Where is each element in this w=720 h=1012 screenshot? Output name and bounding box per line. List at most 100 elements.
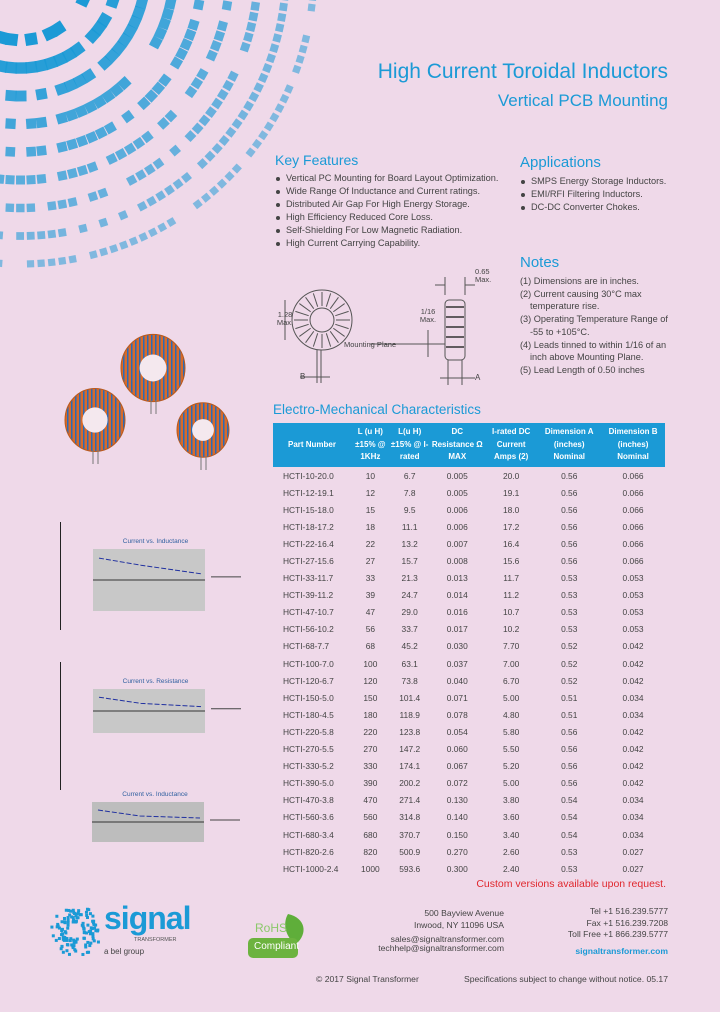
table-cell: HCTI-270-5.5 (273, 741, 351, 758)
table-row: HCTI-1000-2.4 1000 593.6 0.300 2.40 0.53 0.027 (273, 860, 665, 877)
table-cell: 220 (351, 723, 390, 740)
table-cell: 560 (351, 809, 390, 826)
inductor-photos (55, 320, 245, 470)
table-cell: 0.140 (430, 809, 485, 826)
table-cell: 0.005 (430, 467, 485, 484)
table-cell: HCTI-15-18.0 (273, 501, 351, 518)
tech-email[interactable]: techhelp@signaltransformer.com (378, 944, 504, 953)
table-cell: 1000 (351, 860, 390, 877)
table-cell: 0.56 (537, 758, 601, 775)
table-cell: 271.4 (390, 792, 430, 809)
table-cell: 0.053 (601, 621, 665, 638)
website-link[interactable]: signaltransformer.com (568, 946, 668, 958)
table-cell: 370.7 (390, 826, 430, 843)
table-cell: 7.70 (485, 638, 537, 655)
table-cell: 0.042 (601, 741, 665, 758)
table-cell: 0.040 (430, 672, 485, 689)
chart-plot (60, 798, 250, 868)
dim-a-label: A (475, 373, 480, 382)
table-cell: 0.007 (430, 535, 485, 552)
table-cell: 0.54 (537, 809, 601, 826)
column-header: DC Resistance Ω MAX (430, 423, 485, 467)
table-cell: 0.034 (601, 826, 665, 843)
table-row: HCTI-560-3.6 560 314.8 0.140 3.60 0.54 0.034 (273, 809, 665, 826)
table-cell: 0.53 (537, 604, 601, 621)
table-cell: 0.030 (430, 638, 485, 655)
table-cell: 15.7 (390, 552, 430, 569)
table-cell: 0.56 (537, 535, 601, 552)
table-cell: HCTI-470-3.8 (273, 792, 351, 809)
custom-versions-note: Custom versions available upon request. (476, 878, 666, 890)
column-header: L (u H) ±15% @ 1KHz (351, 423, 390, 467)
table-cell: 6.70 (485, 672, 537, 689)
table-cell: 39 (351, 587, 390, 604)
table-cell: 0.027 (601, 860, 665, 877)
table-cell: 0.042 (601, 672, 665, 689)
table-row: HCTI-47-10.7 47 29.0 0.016 10.7 0.53 0.053 (273, 604, 665, 621)
column-header: Dimension B (inches) Nominal (601, 423, 665, 467)
table-cell: 0.060 (430, 741, 485, 758)
table-cell: 22 (351, 535, 390, 552)
table-cell: 10.2 (485, 621, 537, 638)
list-item: High Efficiency Reduced Core Loss. (275, 211, 515, 224)
table-cell: 150 (351, 689, 390, 706)
table-cell: 0.042 (601, 723, 665, 740)
table-cell: 3.60 (485, 809, 537, 826)
table-cell: 200.2 (390, 775, 430, 792)
table-cell: HCTI-120-6.7 (273, 672, 351, 689)
table-cell: HCTI-12-19.1 (273, 484, 351, 501)
table-cell: 5.00 (485, 775, 537, 792)
table-cell: 0.034 (601, 809, 665, 826)
address-block: 500 Bayview Avenue Inwood, NY 11096 USA … (378, 908, 504, 953)
table-cell: 16.4 (485, 535, 537, 552)
table-cell: HCTI-56-10.2 (273, 621, 351, 638)
table-cell: 0.56 (537, 484, 601, 501)
table-cell: 47 (351, 604, 390, 621)
chart-title: Current vs. Inductance (61, 538, 250, 545)
table-cell: 10 (351, 467, 390, 484)
table-cell: 0.52 (537, 672, 601, 689)
table-cell: 56 (351, 621, 390, 638)
column-header: I-rated DC Current Amps (2) (485, 423, 537, 467)
table-cell: 0.066 (601, 518, 665, 535)
table-cell: 0.053 (601, 587, 665, 604)
table-cell: 120 (351, 672, 390, 689)
table-cell: 0.066 (601, 535, 665, 552)
table-cell: HCTI-680-3.4 (273, 826, 351, 843)
key-features-heading: Key Features (275, 152, 515, 168)
table-cell: HCTI-18-17.2 (273, 518, 351, 535)
table-cell: 0.53 (537, 860, 601, 877)
table-cell: 11.1 (390, 518, 430, 535)
table-cell: 0.53 (537, 843, 601, 860)
table-cell: HCTI-220-5.8 (273, 723, 351, 740)
chart-3: Current vs. Inductance (60, 775, 250, 860)
table-header-row: Part Number L (u H) ±15% @ 1KHz L(u H) ±15… (273, 423, 665, 467)
dim-width: 0.65 Max. (475, 268, 497, 284)
table-cell: 330 (351, 758, 390, 775)
table-cell: 33 (351, 570, 390, 587)
table-cell: 0.53 (537, 621, 601, 638)
key-features: Key Features Vertical PC Mounting for Bo… (275, 152, 515, 250)
table-row: HCTI-22-16.4 22 13.2 0.007 16.4 0.56 0.066 (273, 535, 665, 552)
table-row: HCTI-390-5.0 390 200.2 0.072 5.00 0.56 0.042 (273, 775, 665, 792)
list-item: SMPS Energy Storage Inductors. (520, 175, 700, 188)
table-cell: 0.042 (601, 775, 665, 792)
table-cell: HCTI-180-4.5 (273, 706, 351, 723)
table-cell: 13.2 (390, 535, 430, 552)
table-cell: 63.1 (390, 655, 430, 672)
table-cell: HCTI-33-11.7 (273, 570, 351, 587)
mounting-plane-label: Mounting Plane (344, 340, 396, 349)
table-cell: 0.042 (601, 758, 665, 775)
table-cell: 33.7 (390, 621, 430, 638)
note-item: (3) Operating Temperature Range of -55 t… (520, 313, 670, 338)
table-cell: 0.56 (537, 775, 601, 792)
table-cell: 73.8 (390, 672, 430, 689)
table-cell: 7.00 (485, 655, 537, 672)
table-cell: 0.053 (601, 570, 665, 587)
table-cell: 18.0 (485, 501, 537, 518)
table-row: HCTI-150-5.0 150 101.4 0.071 5.00 0.51 0.034 (273, 689, 665, 706)
table-row: HCTI-180-4.5 180 118.9 0.078 4.80 0.51 0.034 (273, 706, 665, 723)
table-row: HCTI-220-5.8 220 123.8 0.054 5.80 0.56 0.042 (273, 723, 665, 740)
table-cell: 24.7 (390, 587, 430, 604)
table-cell: 3.80 (485, 792, 537, 809)
